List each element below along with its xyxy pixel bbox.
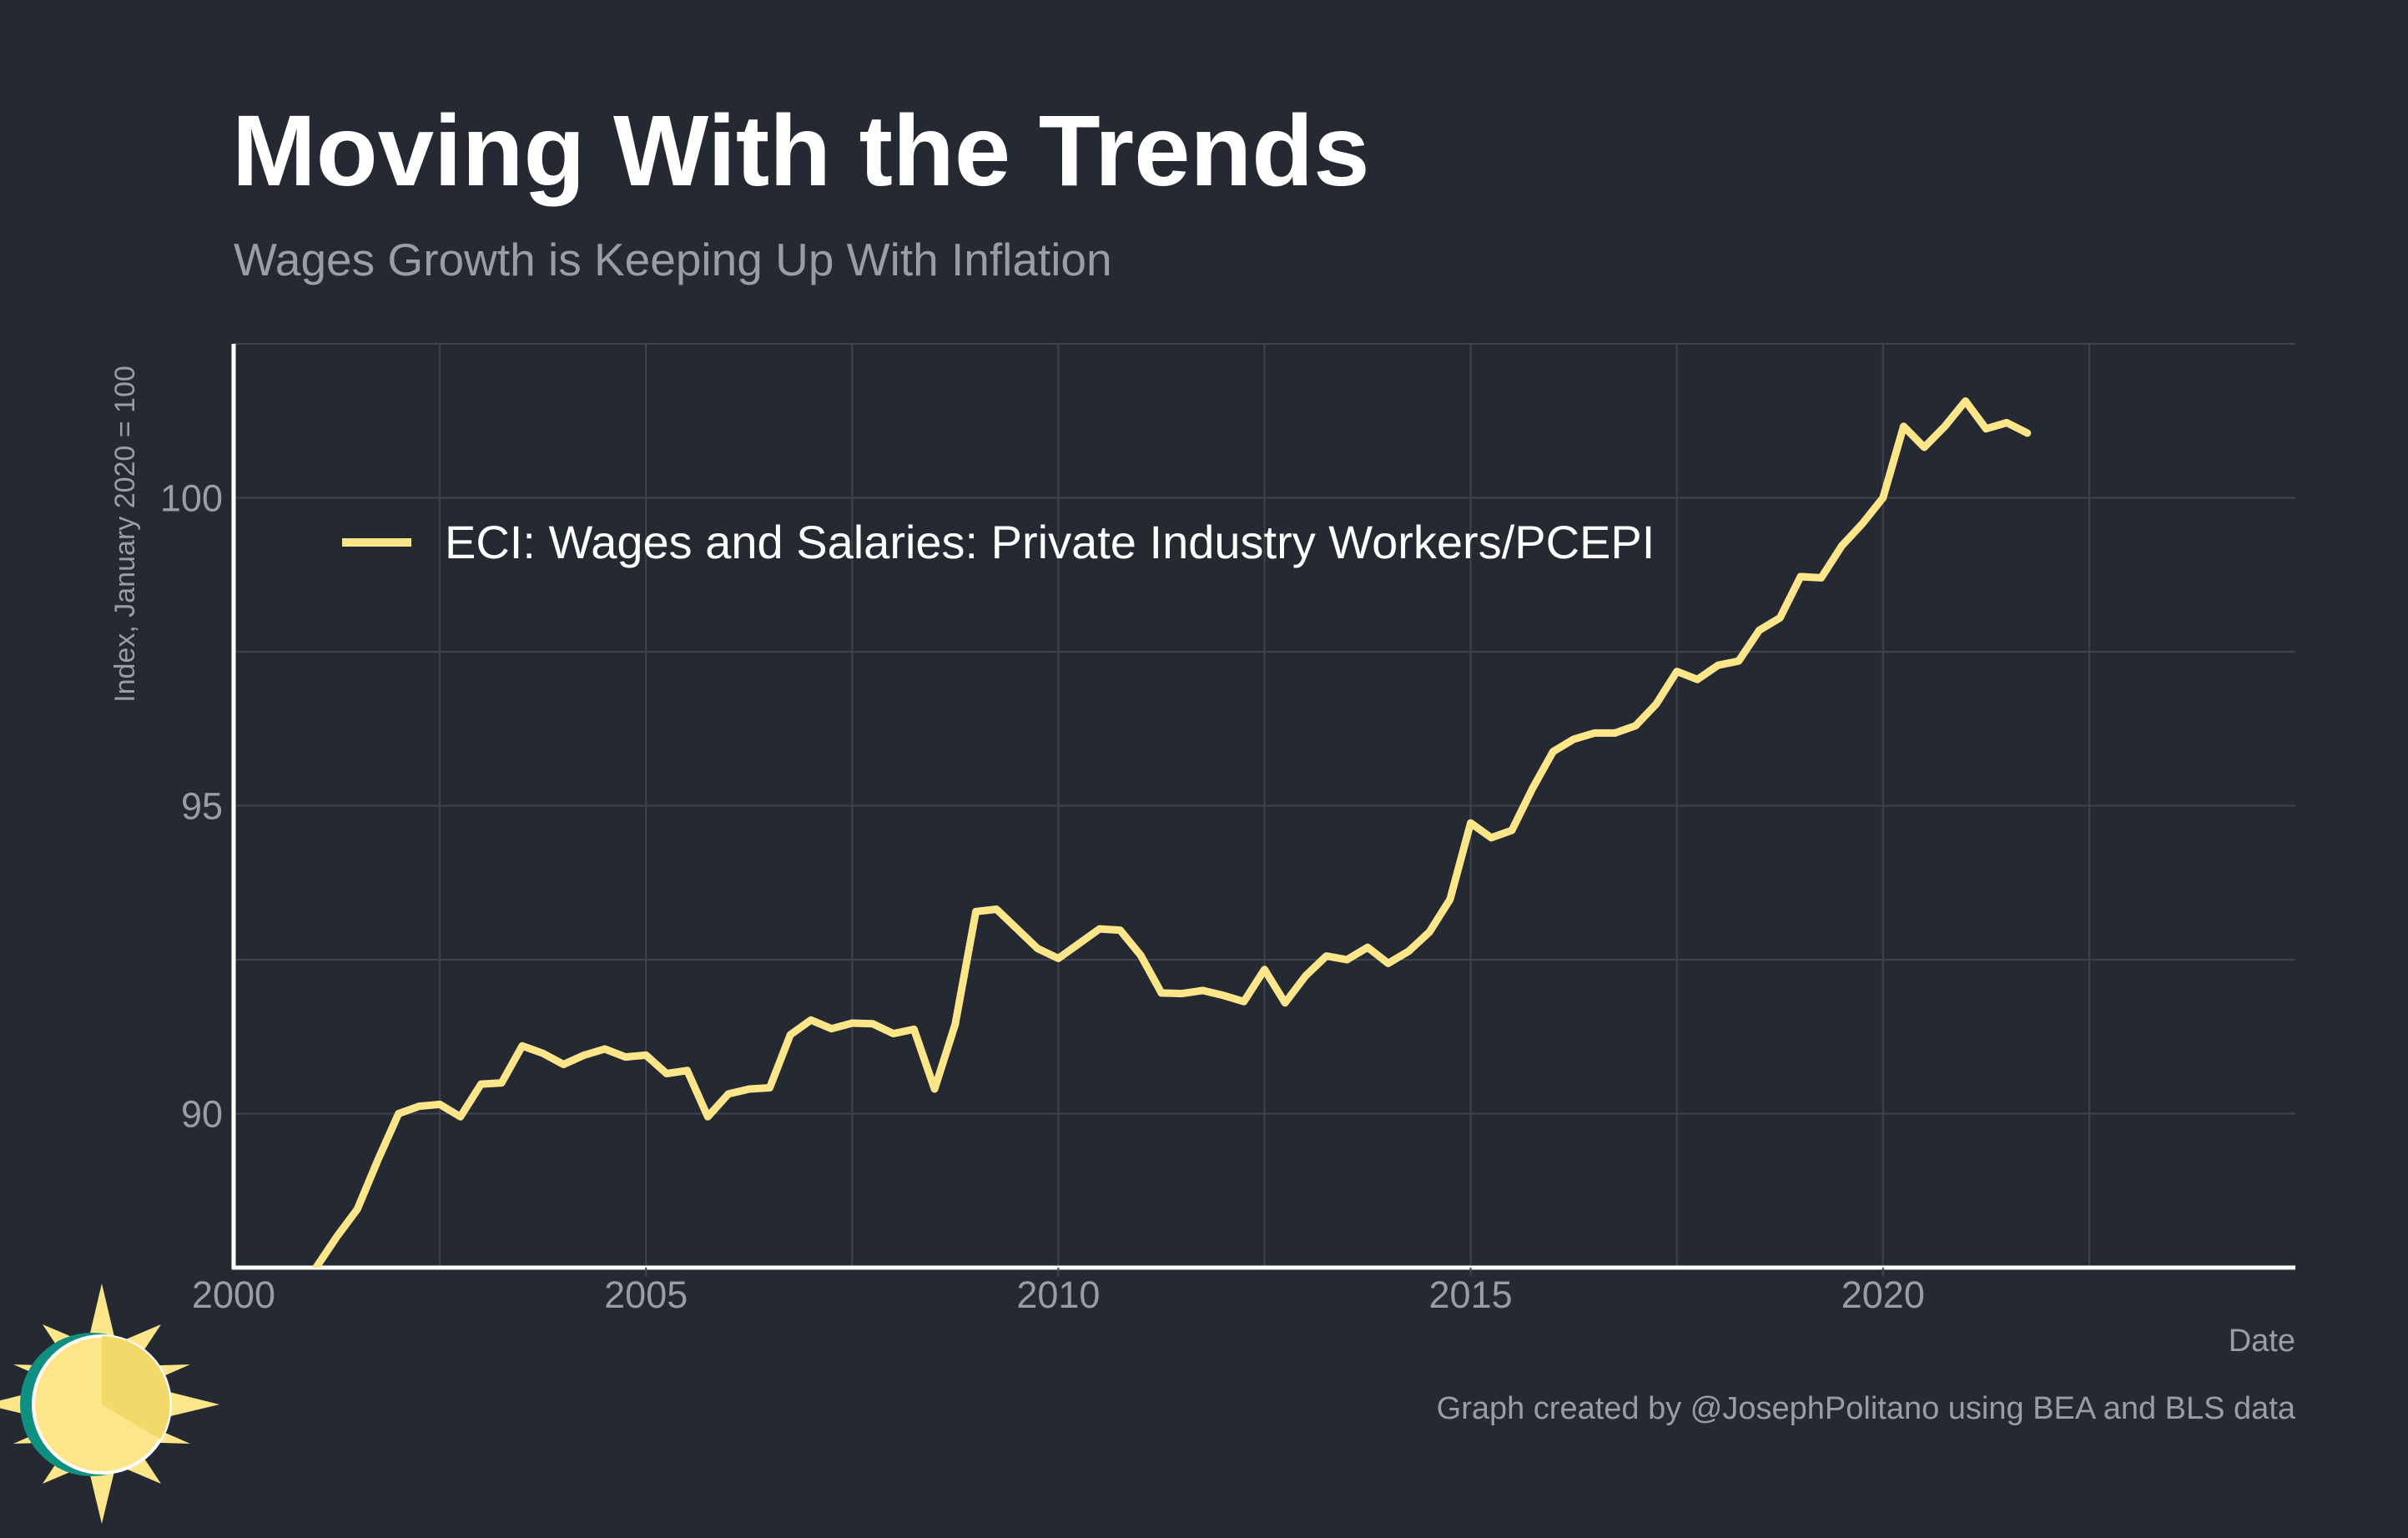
sun-shade (102, 1336, 170, 1440)
x-tick-label: 2020 (1841, 1273, 1925, 1316)
x-tick-label: 2005 (604, 1273, 688, 1316)
x-tick-label: 2010 (1016, 1273, 1100, 1316)
x-tick-label: 2015 (1429, 1273, 1513, 1316)
grid (234, 343, 2295, 1268)
y-tick-label: 90 (181, 1093, 223, 1136)
sun-icon (0, 1283, 219, 1524)
legend: ECI: Wages and Salaries: Private Industr… (342, 516, 1655, 568)
y-axis-label: Index, January 2020 = 100 (109, 366, 141, 703)
tick-labels: 2000 2005 2010 2015 2020 90 95 100 (160, 477, 1925, 1317)
legend-label: ECI: Wages and Salaries: Private Industr… (445, 516, 1655, 568)
x-axis-label: Date (2229, 1324, 2295, 1359)
y-tick-label: 95 (181, 785, 223, 828)
chart-caption: Graph created by @JosephPolitano using B… (1437, 1391, 2296, 1426)
y-tick-label: 100 (160, 477, 223, 520)
chart-subtitle: Wages Growth is Keeping Up With Inflatio… (234, 234, 1112, 285)
series-layer (312, 397, 2032, 1268)
series-line (312, 397, 2032, 1268)
x-tick-label: 2000 (192, 1273, 275, 1316)
chart-title: Moving With the Trends (232, 93, 1370, 207)
axes (231, 344, 2295, 1276)
